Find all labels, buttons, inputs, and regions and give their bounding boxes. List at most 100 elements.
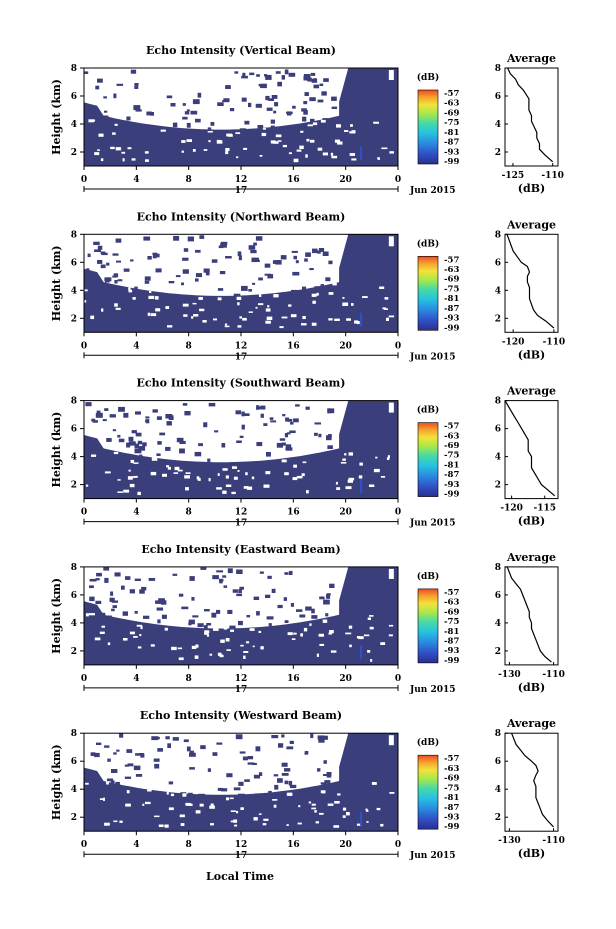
heatmap-cell — [259, 772, 263, 776]
colorbar-tick-label: -87 — [444, 803, 459, 813]
heatmap-cell — [259, 293, 262, 297]
heatmap-cell — [167, 743, 171, 748]
heatmap-cell — [373, 121, 379, 124]
heatmap-cell — [182, 303, 189, 307]
colorbar-tick-label: -81 — [444, 627, 459, 637]
heatmap-cell — [293, 464, 297, 468]
heatmap-cell — [234, 71, 239, 74]
heatmap-cell — [126, 116, 131, 121]
heatmap-cell — [225, 85, 231, 89]
heatmap-cell — [164, 824, 169, 828]
profile-y-tick-label: 2 — [495, 481, 501, 491]
heatmap-cell — [239, 435, 244, 438]
heatmap-cell — [117, 479, 121, 481]
heatmap-cell — [113, 752, 117, 755]
heatmap-cell — [242, 317, 247, 321]
heatmap-cell — [139, 589, 145, 594]
x-tick-label: 4 — [133, 175, 139, 185]
heatmap-cell — [233, 476, 238, 480]
heatmap-cell — [128, 289, 133, 293]
heatmap-cell — [150, 644, 155, 647]
heatmap-cell — [248, 289, 252, 292]
profile-y-tick-label: 2 — [495, 813, 501, 823]
profile-y-tick-label: 8 — [495, 230, 501, 240]
heatmap-cell — [377, 157, 380, 159]
heatmap-cell — [152, 253, 157, 259]
heatmap-cell — [251, 476, 255, 480]
heatmap-cell — [370, 659, 373, 662]
heatmap-cell — [273, 110, 277, 114]
heatmap-cell — [200, 567, 207, 570]
profile-title: Average — [506, 218, 556, 231]
colorbar-title: (dB) — [417, 571, 439, 582]
heatmap-cell — [98, 133, 104, 137]
heatmap-cell — [130, 69, 137, 74]
heatmap-cell — [91, 454, 97, 457]
heatmap-cell — [99, 798, 103, 800]
heatmap-cell — [216, 742, 223, 745]
heatmap-cell — [241, 97, 247, 102]
heatmap-cell — [345, 486, 352, 490]
heatmap-cell — [117, 491, 123, 493]
y-tick-label: 4 — [71, 286, 77, 296]
heatmap-cell — [183, 248, 189, 252]
profile-y-tick-label: 6 — [495, 92, 501, 102]
heatmap-cell — [174, 466, 180, 471]
heatmap-cell — [229, 625, 236, 631]
heatmap-cell — [325, 613, 329, 617]
heatmap-cell — [241, 411, 245, 417]
heatmap-cell — [256, 442, 263, 447]
heatmap-cell — [244, 779, 250, 782]
heatmap-cell — [235, 132, 241, 134]
heatmap-cell — [217, 288, 224, 291]
heatmap-cell — [236, 569, 243, 574]
heatmap-cell — [290, 421, 294, 425]
colorbar-tick-label: -63 — [444, 598, 459, 608]
heatmap-cell — [319, 83, 324, 86]
colorbar-tick-label: -69 — [444, 774, 459, 784]
heatmap-cell — [184, 411, 191, 416]
heatmap-cell — [315, 821, 319, 824]
heatmap-cell — [309, 268, 314, 271]
x-tick-label: 16 — [287, 840, 300, 850]
heatmap-cell — [263, 818, 269, 821]
heatmap-cell — [312, 248, 318, 254]
heatmap-cell — [351, 303, 354, 306]
profile-title: Average — [506, 385, 556, 398]
heatmap-cell — [335, 481, 338, 485]
colorbar-tick-label: -57 — [444, 588, 459, 598]
heatmap-cell — [282, 414, 286, 417]
heatmap-cell — [217, 652, 222, 656]
colorbar-tick-label: -99 — [444, 490, 459, 500]
heatmap-cell — [190, 110, 198, 115]
heatmap-cell — [314, 422, 321, 425]
heatmap-cell — [258, 303, 264, 306]
heatmap-cell — [293, 158, 299, 163]
heatmap-cell — [222, 575, 227, 578]
heatmap-cell — [195, 249, 201, 253]
heatmap-cell — [158, 598, 165, 602]
x-tick-label: 20 — [339, 175, 352, 185]
heatmap-cell — [316, 292, 319, 296]
heatmap-cell — [253, 596, 260, 600]
heatmap-cell — [104, 471, 111, 474]
heatmap-cell — [161, 614, 167, 619]
panel-1: Echo Intensity (Vertical Beam) 2 4 6 8 Height… — [50, 44, 564, 196]
heatmap-cell — [380, 642, 386, 645]
heatmap-cell — [311, 803, 316, 806]
heatmap-cell — [95, 578, 100, 581]
heatmap-cell — [111, 769, 118, 773]
profile-title: Average — [506, 551, 556, 564]
heatmap-cell — [171, 646, 177, 651]
heatmap-cell — [155, 308, 161, 312]
heatmap-cell — [157, 619, 161, 624]
heatmap-cell — [90, 775, 97, 779]
heatmap-cell — [270, 140, 276, 144]
colorbar-tick-label: -75 — [444, 118, 459, 128]
heatmap-cell — [124, 764, 129, 767]
heatmap-cell — [143, 236, 151, 241]
colorbar-tick-label: -93 — [444, 812, 459, 822]
heatmap-cell — [85, 613, 89, 617]
heatmap-cell — [213, 628, 219, 631]
heatmap-cell — [89, 613, 95, 616]
